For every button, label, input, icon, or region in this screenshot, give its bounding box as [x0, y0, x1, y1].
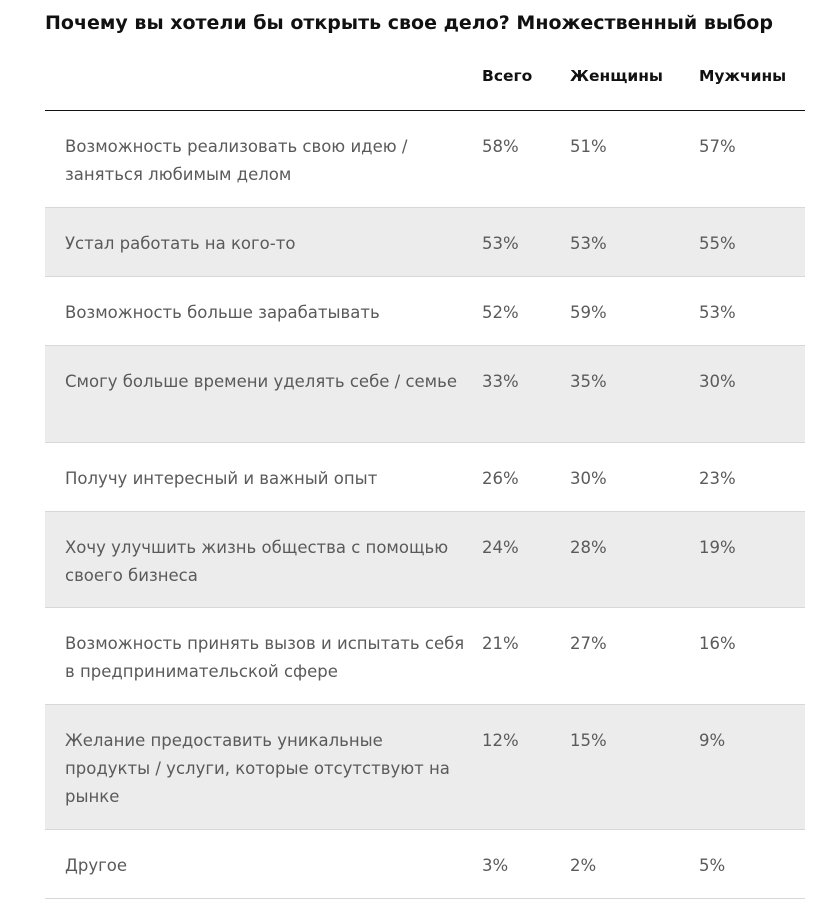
cell-women: 59%: [570, 303, 607, 322]
row-label: Возможность реализовать свою идею / заня…: [65, 137, 408, 184]
row-label: Хочу улучшить жизнь общества с помощью с…: [65, 538, 449, 585]
cell-women: 15%: [570, 731, 607, 750]
column-header-total: Всего: [482, 67, 533, 85]
cell-total: 58%: [482, 137, 519, 156]
cell-men: 53%: [699, 303, 736, 322]
table-row: Возможность больше зарабатывать 52% 59% …: [45, 277, 805, 346]
row-label: Желание предоставить уникальные продукты…: [65, 731, 450, 806]
cell-women: 30%: [570, 469, 607, 488]
cell-women: 2%: [570, 856, 597, 875]
survey-table: Всего Женщины Мужчины Возможность реализ…: [45, 56, 805, 899]
table-row: Получу интересный и важный опыт 26% 30% …: [45, 443, 805, 512]
cell-men: 16%: [699, 634, 736, 653]
cell-women: 28%: [570, 538, 607, 557]
cell-men: 30%: [699, 372, 736, 391]
cell-total: 33%: [482, 372, 519, 391]
column-header-women: Женщины: [570, 67, 663, 85]
cell-total: 53%: [482, 234, 519, 253]
row-label: Получу интересный и важный опыт: [65, 469, 378, 488]
table-row: Смогу больше времени уделять себе / семь…: [45, 346, 805, 443]
cell-total: 3%: [482, 856, 509, 875]
cell-total: 52%: [482, 303, 519, 322]
cell-total: 24%: [482, 538, 519, 557]
row-label: Возможность больше зарабатывать: [65, 303, 380, 322]
cell-men: 57%: [699, 137, 736, 156]
table-row: Желание предоставить уникальные продукты…: [45, 705, 805, 830]
table-row: Хочу улучшить жизнь общества с помощью с…: [45, 512, 805, 608]
column-header-men: Мужчины: [699, 67, 787, 85]
row-label: Смогу больше времени уделять себе / семь…: [65, 372, 458, 391]
cell-total: 21%: [482, 634, 519, 653]
row-label: Другое: [65, 856, 128, 875]
table-row: Возможность принять вызов и испытать себ…: [45, 608, 805, 705]
cell-total: 26%: [482, 469, 519, 488]
page-title: Почему вы хотели бы открыть свое дело? М…: [45, 12, 773, 34]
cell-women: 35%: [570, 372, 607, 391]
cell-men: 23%: [699, 469, 736, 488]
table-row: Устал работать на кого-то 53% 53% 55%: [45, 208, 805, 277]
cell-men: 5%: [699, 856, 726, 875]
row-label: Устал работать на кого-то: [65, 234, 296, 253]
cell-men: 19%: [699, 538, 736, 557]
cell-women: 53%: [570, 234, 607, 253]
row-label: Возможность принять вызов и испытать себ…: [65, 634, 465, 681]
cell-women: 27%: [570, 634, 607, 653]
cell-men: 9%: [699, 731, 726, 750]
cell-men: 55%: [699, 234, 736, 253]
table-header: Всего Женщины Мужчины: [45, 56, 805, 111]
cell-total: 12%: [482, 731, 519, 750]
table-row: Другое 3% 2% 5%: [45, 830, 805, 899]
table-row: Возможность реализовать свою идею / заня…: [45, 111, 805, 208]
cell-women: 51%: [570, 137, 607, 156]
